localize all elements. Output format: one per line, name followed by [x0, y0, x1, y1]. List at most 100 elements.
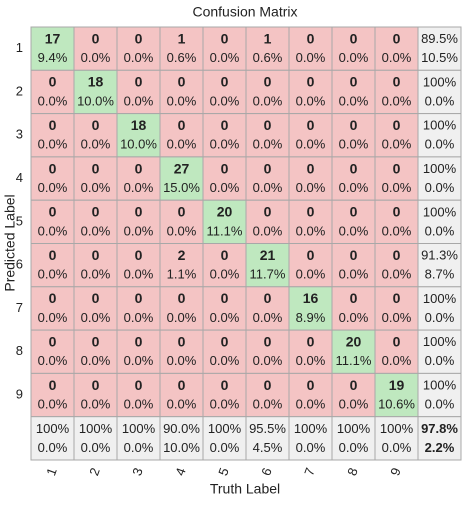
cell-count: 1 — [264, 30, 272, 46]
cell-count: 0 — [307, 204, 315, 220]
y-tick-label: 4 — [16, 170, 23, 185]
cell-percent: 0.0% — [38, 267, 68, 282]
cell — [331, 243, 376, 288]
cell-count: 0 — [135, 290, 143, 306]
cell — [202, 69, 247, 115]
cell-percent: 0.0% — [210, 353, 240, 368]
x-tick-label: 1 — [43, 466, 60, 478]
cell-count: 0 — [221, 160, 229, 176]
cell-count: 0 — [221, 333, 229, 349]
cell-percent: 0.0% — [339, 93, 369, 108]
cell-percent: 0.0% — [124, 310, 154, 325]
cell-count: 0 — [393, 160, 401, 176]
y-tick-label: 7 — [16, 300, 23, 315]
cell-bottom-label: 0.0% — [425, 310, 455, 325]
cell-top-label: 100% — [423, 204, 457, 219]
cell-bottom-label: 4.5% — [253, 440, 283, 455]
y-tick-label: 5 — [16, 213, 23, 228]
cell-bottom-label: 0.0% — [339, 440, 369, 455]
cell-count: 18 — [88, 74, 104, 90]
cell-count: 27 — [174, 160, 190, 176]
cell-percent: 0.0% — [210, 267, 240, 282]
cell-percent: 0.0% — [382, 353, 412, 368]
cell-percent: 0.0% — [210, 310, 240, 325]
cell-count: 0 — [178, 117, 186, 133]
cell-count: 0 — [92, 290, 100, 306]
cell — [30, 243, 75, 288]
cell-percent: 0.0% — [382, 267, 412, 282]
cell-count: 0 — [264, 160, 272, 176]
cell-percent: 0.0% — [382, 93, 412, 108]
cell-percent: 0.0% — [124, 396, 154, 411]
cell-count: 0 — [178, 204, 186, 220]
cell-top-label: 91.3% — [421, 248, 458, 263]
cell-percent: 0.6% — [253, 50, 283, 65]
cell-count: 0 — [49, 204, 57, 220]
cell — [417, 69, 462, 115]
cell-percent: 0.0% — [296, 93, 326, 108]
cell-percent: 0.0% — [296, 180, 326, 195]
cell-percent: 0.0% — [382, 223, 412, 238]
cell-count: 0 — [307, 247, 315, 263]
cell-count: 0 — [350, 117, 358, 133]
cell-percent: 0.0% — [296, 137, 326, 152]
cell-count: 0 — [49, 117, 57, 133]
cell-percent: 0.0% — [81, 50, 111, 65]
cell-bottom-label: 0.0% — [124, 440, 154, 455]
cell — [159, 113, 204, 158]
cell-count: 0 — [135, 377, 143, 393]
cell-bottom-label: 0.0% — [296, 440, 326, 455]
cell — [73, 243, 118, 288]
cell-percent: 0.0% — [167, 93, 197, 108]
cell-top-label: 100% — [79, 421, 113, 436]
cell — [288, 329, 333, 374]
cell — [417, 243, 462, 288]
cell-top-label: 100% — [294, 421, 328, 436]
cell-percent: 0.0% — [339, 267, 369, 282]
cell-bottom-label: 0.0% — [81, 440, 111, 455]
cell-top-label: 95.5% — [249, 421, 286, 436]
cell — [159, 372, 204, 418]
cell — [374, 416, 419, 461]
cell-count: 0 — [178, 74, 186, 90]
cell-count: 0 — [264, 333, 272, 349]
cell-bottom-label: 0.0% — [425, 223, 455, 238]
cell-count: 21 — [260, 247, 276, 263]
cell-count: 20 — [217, 204, 233, 220]
cell-percent: 0.0% — [81, 353, 111, 368]
cell-bottom-label: 0.0% — [425, 353, 455, 368]
cell-count: 0 — [264, 377, 272, 393]
cell — [202, 329, 247, 374]
cell — [202, 372, 247, 418]
cell — [331, 69, 376, 115]
cell — [245, 416, 290, 461]
cell-percent: 0.0% — [382, 50, 412, 65]
cell-bottom-label: 0.0% — [425, 93, 455, 108]
cell-percent: 0.0% — [253, 396, 283, 411]
cell — [159, 199, 204, 244]
cell — [245, 199, 290, 244]
y-axis-label: Predicted Label — [2, 194, 18, 291]
cell — [30, 329, 75, 374]
cell-bottom-label: 0.0% — [38, 440, 68, 455]
cell-percent: 10.0% — [120, 137, 157, 152]
cell — [30, 199, 75, 244]
cell-count: 0 — [393, 74, 401, 90]
cell-percent: 0.0% — [81, 223, 111, 238]
cell — [30, 69, 75, 115]
cell-count: 0 — [178, 377, 186, 393]
cell-percent: 0.0% — [339, 180, 369, 195]
x-tick-label: 6 — [258, 466, 275, 478]
cell-top-label: 100% — [36, 421, 70, 436]
cell-top-label: 90.0% — [163, 421, 200, 436]
cell — [417, 416, 462, 461]
cell-count: 0 — [393, 30, 401, 46]
cell — [116, 416, 161, 461]
cell-percent: 0.0% — [81, 180, 111, 195]
cell-percent: 0.0% — [38, 223, 68, 238]
cell — [116, 113, 161, 158]
cell-percent: 0.0% — [339, 50, 369, 65]
cell-count: 0 — [49, 160, 57, 176]
cell-count: 0 — [135, 204, 143, 220]
cell — [374, 372, 419, 418]
